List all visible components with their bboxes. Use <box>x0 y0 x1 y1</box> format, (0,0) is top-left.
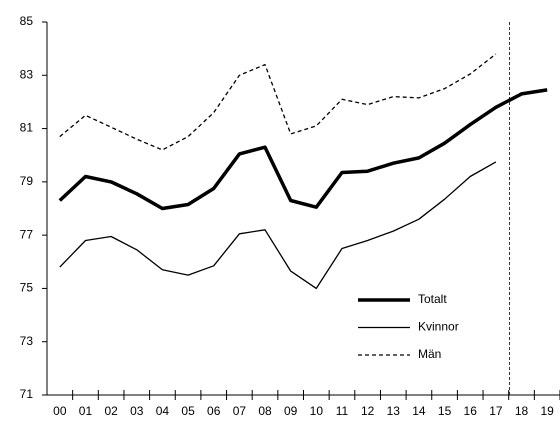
y-tick-label: 77 <box>20 227 34 241</box>
x-tick-label: 07 <box>233 404 247 418</box>
x-tick-label: 04 <box>156 404 170 418</box>
legend-label: Totalt <box>418 292 447 306</box>
x-tick-label: 03 <box>130 404 144 418</box>
x-tick-label: 15 <box>438 404 452 418</box>
y-tick-label: 73 <box>20 334 34 348</box>
x-tick-label: 05 <box>181 404 195 418</box>
x-tick-label: 08 <box>258 404 272 418</box>
x-tick-label: 00 <box>53 404 67 418</box>
series-line <box>59 161 497 290</box>
x-tick-label: 02 <box>104 404 118 418</box>
series-line <box>58 88 548 211</box>
x-tick-label: 19 <box>540 404 554 418</box>
x-tick-label: 11 <box>336 404 349 418</box>
y-tick-label: 83 <box>20 67 34 81</box>
y-tick-label: 81 <box>20 121 34 135</box>
x-tick-label: 17 <box>489 404 503 418</box>
y-tick-label: 71 <box>20 387 34 401</box>
x-tick-label: 16 <box>464 404 478 418</box>
x-tick-label: 18 <box>515 404 529 418</box>
y-tick-label: 85 <box>20 14 34 28</box>
x-tick-label: 12 <box>361 404 375 418</box>
y-tick-label: 75 <box>20 281 34 295</box>
x-tick-label: 14 <box>412 404 426 418</box>
x-tick-label: 13 <box>387 404 401 418</box>
series-line <box>59 53 497 151</box>
x-tick-label: 10 <box>310 404 324 418</box>
x-tick-label: 09 <box>284 404 298 418</box>
x-tick-label: 06 <box>207 404 221 418</box>
y-tick-label: 79 <box>20 174 34 188</box>
legend-label: Män <box>418 347 441 361</box>
x-tick-label: 01 <box>79 404 93 418</box>
legend-label: Kvinnor <box>418 320 459 334</box>
